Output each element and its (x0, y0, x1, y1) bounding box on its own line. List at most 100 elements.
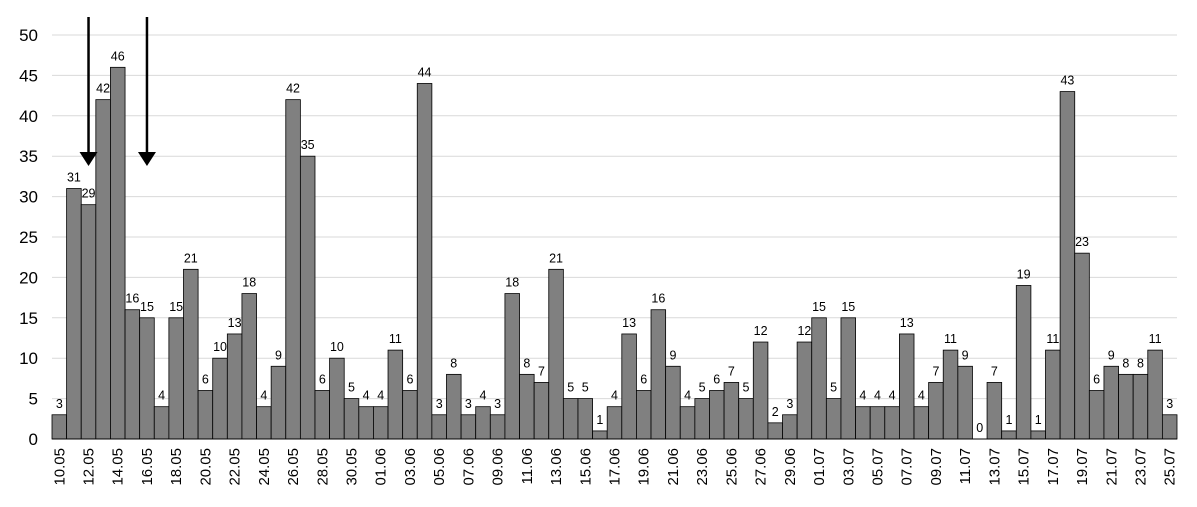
data-label: 1 (1006, 413, 1013, 427)
data-label: 15 (169, 300, 183, 314)
x-tick-label: 25.06 (723, 448, 740, 486)
data-label: 6 (640, 373, 647, 387)
bar (665, 365, 681, 440)
data-label: 6 (1093, 373, 1100, 387)
data-label: 10 (213, 340, 227, 354)
data-label: 4 (611, 389, 618, 403)
data-label: 4 (918, 389, 925, 403)
bar (1030, 430, 1046, 440)
bar (694, 398, 710, 440)
data-label: 4 (859, 389, 866, 403)
data-label: 9 (669, 348, 676, 362)
data-label: 15 (140, 300, 154, 314)
data-label: 35 (301, 138, 315, 152)
data-label: 5 (830, 381, 837, 395)
x-tick-label: 12.05 (81, 448, 98, 486)
data-label: 4 (363, 389, 370, 403)
bar (1103, 365, 1119, 440)
data-label: 7 (932, 364, 939, 378)
y-axis-ticks: 0 5 10 15 20 25 30 35 40 45 50 (19, 26, 38, 449)
bar (139, 317, 155, 440)
data-label: 3 (494, 397, 501, 411)
x-tick-label: 21.07 (1103, 448, 1120, 486)
data-label: 3 (786, 397, 793, 411)
bar (855, 406, 871, 440)
x-tick-label: 17.07 (1045, 448, 1062, 486)
x-tick-label: 19.06 (636, 448, 653, 486)
data-label: 6 (319, 373, 326, 387)
x-tick-label: 10.05 (51, 448, 68, 486)
data-label: 12 (797, 324, 811, 338)
bar (709, 390, 725, 440)
bar (197, 390, 214, 440)
bar (51, 414, 68, 440)
bar (124, 309, 141, 440)
bar (256, 406, 272, 440)
data-label: 21 (549, 251, 563, 265)
x-tick-label: 29.06 (782, 448, 799, 486)
data-label: 3 (56, 397, 63, 411)
data-label: 23 (1075, 235, 1089, 249)
data-label: 16 (651, 292, 665, 306)
data-label: 1 (596, 413, 603, 427)
x-tick-label: 03.06 (402, 448, 419, 486)
data-label: 19 (1017, 267, 1031, 281)
data-label: 7 (538, 364, 545, 378)
x-tick-label: 11.07 (957, 448, 974, 484)
bar (460, 414, 477, 440)
data-label: 16 (125, 292, 139, 306)
x-tick-label: 28.05 (314, 448, 331, 486)
bar (1015, 285, 1032, 440)
y-tick-label: 40 (19, 107, 38, 126)
x-tick-label: 15.06 (577, 448, 594, 486)
bar (95, 99, 111, 440)
data-label: 13 (228, 316, 242, 330)
y-tick-label: 15 (19, 309, 38, 328)
bar (811, 317, 827, 440)
bar (884, 406, 900, 440)
bar (899, 333, 915, 440)
data-label: 11 (1046, 332, 1059, 346)
data-label: 29 (82, 187, 96, 201)
x-tick-label: 09.07 (928, 448, 945, 486)
data-label: 6 (202, 373, 209, 387)
bar (343, 398, 360, 440)
y-tick-label: 45 (19, 66, 38, 85)
bar (1088, 390, 1105, 440)
x-tick-label: 07.06 (460, 448, 477, 486)
arrow-down-icon (137, 152, 156, 166)
bar (212, 357, 228, 440)
x-tick-label: 01.07 (811, 448, 828, 486)
bar (650, 309, 667, 440)
bar (431, 414, 447, 440)
bar (66, 188, 82, 440)
bar (1161, 414, 1178, 440)
x-tick-label: 05.07 (869, 448, 886, 486)
bars (51, 66, 1178, 440)
data-label: 13 (622, 316, 636, 330)
bar (168, 317, 184, 440)
bar (153, 406, 170, 440)
data-label: 11 (944, 332, 957, 346)
x-tick-label: 25.07 (1162, 448, 1179, 486)
bar (562, 398, 579, 440)
data-label: 4 (377, 389, 384, 403)
bar (592, 430, 608, 440)
bar (416, 83, 433, 440)
x-tick-label: 15.07 (1016, 448, 1033, 486)
data-label: 3 (436, 397, 443, 411)
x-tick-label: 30.05 (344, 448, 361, 486)
bar (548, 268, 564, 440)
data-label: 5 (348, 381, 355, 395)
bar (402, 390, 418, 440)
bar (723, 382, 740, 440)
data-label: 46 (111, 49, 125, 63)
bar (533, 382, 550, 440)
data-label: 8 (450, 356, 457, 370)
x-tick-label: 24.05 (256, 448, 273, 486)
bar (446, 373, 462, 440)
data-label: 7 (991, 364, 998, 378)
data-label: 43 (1060, 74, 1074, 88)
bar (1147, 349, 1163, 440)
